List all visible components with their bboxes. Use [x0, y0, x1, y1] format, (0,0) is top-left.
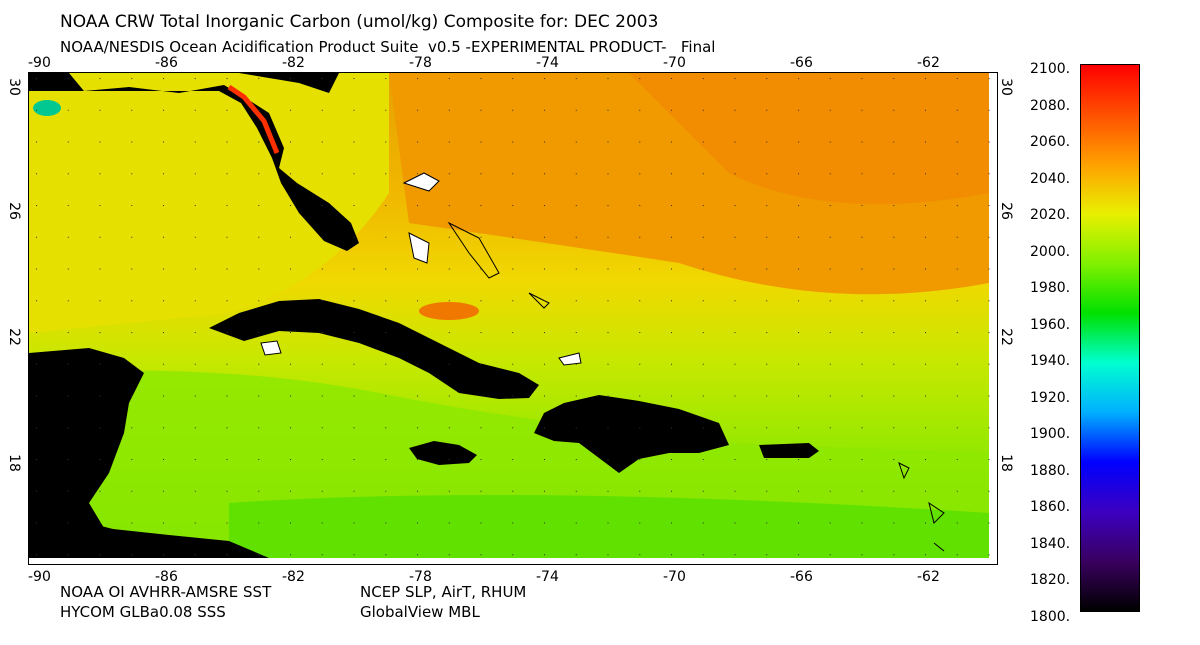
top-lon-tick: -78: [409, 55, 432, 71]
bottom-lon-tick: -82: [282, 569, 305, 585]
map-subtitle: NOAA/NESDIS Ocean Acidification Product …: [60, 38, 716, 56]
co2-source-note: GlobalView MBL: [360, 603, 480, 621]
bottom-lon-tick: -66: [790, 569, 813, 585]
colorbar-tick-label: 1860.: [1030, 499, 1071, 515]
map-title: NOAA CRW Total Inorganic Carbon (umol/kg…: [60, 12, 659, 32]
colorbar-tick-label: 2000.: [1030, 243, 1071, 260]
colorbar: [1080, 64, 1140, 612]
colorbar-tick-label: 2080.: [1030, 97, 1071, 114]
top-lon-tick: -74: [536, 55, 559, 71]
top-lon-tick: -70: [663, 55, 686, 71]
left-lat-tick: 26: [5, 202, 22, 220]
colorbar-tick-label: 1980.: [1030, 280, 1071, 296]
colorbar-tick-label: 2100.: [1030, 61, 1071, 77]
bottom-lon-tick: -90: [28, 569, 51, 585]
left-lat-tick: 18: [5, 454, 22, 472]
right-lat-tick: 26: [997, 202, 1014, 220]
top-lon-tick: -86: [155, 55, 178, 71]
graticule: [29, 73, 997, 564]
right-lat-tick: 18: [997, 454, 1014, 472]
bottom-lon-tick: -74: [536, 569, 559, 585]
colorbar-tick-label: 1880.: [1030, 462, 1071, 479]
sss-source-note: HYCOM GLBa0.08 SSS: [60, 603, 226, 621]
bottom-lon-tick: -70: [663, 569, 686, 585]
met-source-note: NCEP SLP, AirT, RHUM: [360, 583, 527, 601]
right-lat-tick: 22: [997, 328, 1014, 346]
colorbar-tick-label: 1840.: [1030, 535, 1071, 552]
bottom-lon-tick: -62: [917, 569, 940, 585]
colorbar-tick-label: 1800.: [1030, 608, 1071, 625]
colorbar-tick-label: 1920.: [1030, 389, 1071, 406]
colorbar-tick-label: 2060.: [1030, 134, 1071, 150]
bottom-lon-tick: -78: [409, 569, 432, 585]
colorbar-tick-label: 1960.: [1030, 316, 1071, 333]
colorbar-tick-label: 1900.: [1030, 426, 1071, 442]
left-lat-tick: 30: [5, 78, 22, 96]
colorbar-tick-label: 1820.: [1030, 572, 1071, 588]
top-lon-tick: -66: [790, 55, 813, 71]
dic-map-canvas: [29, 73, 997, 564]
left-lat-tick: 22: [5, 328, 22, 346]
right-lat-tick: 30: [997, 78, 1014, 96]
colorbar-tick-label: 2020.: [1030, 207, 1071, 223]
dic-map: [28, 72, 998, 565]
colorbar-tick-label: 1940.: [1030, 353, 1071, 369]
top-lon-tick: -90: [28, 55, 51, 71]
top-lon-tick: -82: [282, 55, 305, 71]
bottom-lon-tick: -86: [155, 569, 178, 585]
colorbar-tick-label: 2040.: [1030, 170, 1071, 187]
sst-source-note: NOAA OI AVHRR-AMSRE SST: [60, 583, 272, 601]
top-lon-tick: -62: [917, 55, 940, 71]
